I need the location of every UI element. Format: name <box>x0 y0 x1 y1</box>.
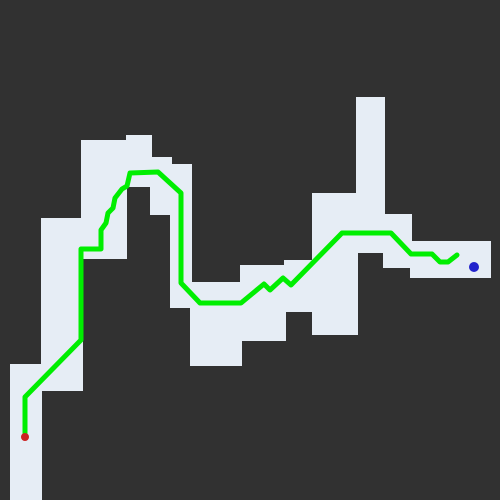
free-cell <box>41 218 83 391</box>
planned-path <box>22 169 460 441</box>
free-cell <box>240 265 286 341</box>
free-cell <box>190 282 242 366</box>
free-cell <box>81 140 127 259</box>
free-cell <box>312 193 358 335</box>
free-cell <box>356 97 385 253</box>
goal-marker-icon <box>469 262 479 272</box>
start-marker-icon <box>21 433 29 441</box>
free-cell <box>150 157 172 215</box>
